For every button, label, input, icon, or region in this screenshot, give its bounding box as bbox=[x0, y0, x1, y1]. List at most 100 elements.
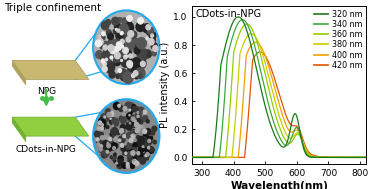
Circle shape bbox=[127, 17, 129, 19]
Circle shape bbox=[130, 38, 140, 49]
Circle shape bbox=[148, 27, 154, 34]
Circle shape bbox=[103, 41, 108, 47]
Circle shape bbox=[137, 38, 147, 49]
Circle shape bbox=[100, 136, 104, 140]
Circle shape bbox=[105, 57, 110, 63]
Circle shape bbox=[132, 134, 135, 138]
Circle shape bbox=[137, 150, 142, 157]
Circle shape bbox=[113, 144, 117, 149]
Circle shape bbox=[138, 127, 141, 130]
Circle shape bbox=[100, 53, 105, 58]
Circle shape bbox=[133, 143, 137, 146]
Circle shape bbox=[109, 136, 115, 143]
Circle shape bbox=[153, 46, 158, 51]
Circle shape bbox=[120, 39, 124, 44]
Circle shape bbox=[101, 59, 105, 63]
Circle shape bbox=[104, 116, 105, 118]
Circle shape bbox=[114, 137, 118, 142]
Circle shape bbox=[137, 49, 148, 60]
Circle shape bbox=[137, 140, 143, 148]
Circle shape bbox=[93, 10, 159, 84]
Circle shape bbox=[110, 143, 117, 150]
Circle shape bbox=[143, 24, 151, 33]
Circle shape bbox=[132, 143, 137, 148]
Circle shape bbox=[97, 140, 99, 143]
Circle shape bbox=[105, 58, 108, 61]
Circle shape bbox=[148, 146, 149, 149]
Circle shape bbox=[100, 132, 103, 136]
Circle shape bbox=[102, 126, 105, 129]
Circle shape bbox=[119, 24, 129, 35]
Circle shape bbox=[135, 112, 141, 119]
Circle shape bbox=[146, 153, 149, 156]
Circle shape bbox=[118, 34, 125, 42]
Circle shape bbox=[138, 136, 145, 144]
Circle shape bbox=[121, 144, 127, 150]
Circle shape bbox=[107, 40, 117, 51]
Circle shape bbox=[131, 58, 141, 69]
Circle shape bbox=[110, 118, 115, 125]
Circle shape bbox=[131, 137, 134, 139]
Circle shape bbox=[138, 73, 142, 78]
Circle shape bbox=[114, 160, 116, 163]
Circle shape bbox=[97, 39, 103, 45]
Circle shape bbox=[143, 129, 147, 133]
Polygon shape bbox=[12, 60, 89, 79]
Circle shape bbox=[109, 71, 115, 78]
Circle shape bbox=[101, 145, 105, 149]
Circle shape bbox=[128, 31, 134, 37]
Circle shape bbox=[118, 136, 125, 143]
Circle shape bbox=[114, 120, 119, 125]
Circle shape bbox=[137, 112, 139, 113]
Circle shape bbox=[137, 109, 141, 114]
Circle shape bbox=[137, 115, 139, 117]
Circle shape bbox=[113, 147, 115, 150]
Circle shape bbox=[123, 22, 127, 27]
Circle shape bbox=[112, 118, 118, 125]
Circle shape bbox=[101, 52, 111, 64]
Text: Triple confinement: Triple confinement bbox=[4, 3, 101, 13]
Circle shape bbox=[147, 31, 150, 35]
Circle shape bbox=[128, 153, 132, 157]
Circle shape bbox=[117, 46, 121, 50]
Circle shape bbox=[111, 111, 114, 114]
Circle shape bbox=[101, 138, 104, 141]
Circle shape bbox=[130, 106, 132, 109]
Circle shape bbox=[126, 51, 131, 57]
Circle shape bbox=[147, 120, 149, 123]
Circle shape bbox=[109, 113, 111, 116]
Circle shape bbox=[126, 163, 129, 165]
Circle shape bbox=[131, 129, 134, 133]
Circle shape bbox=[139, 107, 144, 113]
Circle shape bbox=[116, 162, 117, 164]
Circle shape bbox=[112, 17, 119, 25]
Circle shape bbox=[114, 58, 118, 63]
Circle shape bbox=[125, 102, 131, 108]
Circle shape bbox=[101, 127, 104, 130]
Circle shape bbox=[128, 103, 132, 107]
Circle shape bbox=[120, 124, 125, 130]
Circle shape bbox=[134, 120, 136, 122]
Circle shape bbox=[114, 102, 120, 110]
Circle shape bbox=[116, 74, 120, 78]
Circle shape bbox=[123, 45, 132, 55]
Circle shape bbox=[131, 160, 135, 165]
Circle shape bbox=[151, 34, 154, 37]
Circle shape bbox=[120, 39, 123, 43]
Circle shape bbox=[95, 40, 101, 47]
Circle shape bbox=[138, 108, 142, 113]
Circle shape bbox=[131, 151, 135, 155]
Circle shape bbox=[99, 148, 102, 151]
Circle shape bbox=[107, 144, 111, 148]
Circle shape bbox=[138, 128, 140, 130]
Circle shape bbox=[130, 108, 134, 112]
Circle shape bbox=[145, 138, 152, 145]
Circle shape bbox=[110, 133, 112, 136]
Circle shape bbox=[128, 54, 132, 58]
X-axis label: Wavelength(nm): Wavelength(nm) bbox=[231, 181, 328, 189]
Circle shape bbox=[147, 139, 152, 145]
Circle shape bbox=[107, 146, 112, 151]
Circle shape bbox=[103, 45, 108, 50]
Circle shape bbox=[100, 45, 104, 49]
Circle shape bbox=[99, 147, 105, 153]
